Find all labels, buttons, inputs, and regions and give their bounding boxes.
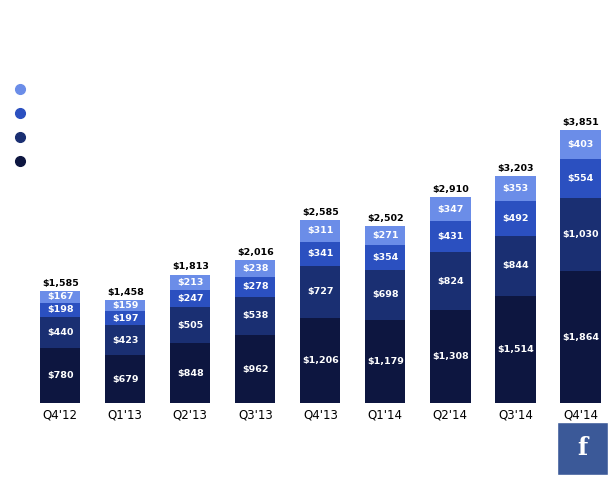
Text: $213: $213 bbox=[177, 277, 203, 287]
Text: $2,910: $2,910 bbox=[432, 185, 469, 193]
Text: $727: $727 bbox=[307, 288, 334, 296]
Text: $159: $159 bbox=[112, 301, 139, 310]
Bar bbox=[40, 317, 80, 348]
Text: $2,502: $2,502 bbox=[367, 214, 403, 223]
Bar bbox=[365, 320, 405, 403]
Text: f: f bbox=[578, 436, 588, 460]
Bar bbox=[105, 355, 145, 403]
Text: $824: $824 bbox=[437, 276, 464, 286]
Text: $1,458: $1,458 bbox=[107, 288, 144, 297]
Bar bbox=[561, 271, 601, 403]
Text: $440: $440 bbox=[47, 328, 73, 337]
Bar bbox=[235, 297, 275, 335]
Bar bbox=[495, 236, 535, 296]
Text: US & Canada: US & Canada bbox=[35, 156, 109, 166]
Bar bbox=[300, 242, 341, 266]
Text: $698: $698 bbox=[372, 290, 399, 300]
FancyBboxPatch shape bbox=[557, 421, 608, 475]
Text: $1,179: $1,179 bbox=[367, 357, 403, 366]
Text: $1,030: $1,030 bbox=[562, 230, 599, 239]
Text: $554: $554 bbox=[567, 174, 594, 183]
Text: $167: $167 bbox=[47, 292, 73, 301]
Text: Revenue by user geography is geographically apportioned based on our estimation : Revenue by user geography is geographica… bbox=[8, 427, 538, 449]
Text: $1,813: $1,813 bbox=[172, 263, 209, 271]
Bar bbox=[430, 311, 471, 403]
Bar bbox=[430, 252, 471, 311]
Text: $431: $431 bbox=[437, 232, 464, 241]
Text: Rest of World: Rest of World bbox=[35, 84, 110, 94]
Bar bbox=[235, 277, 275, 297]
Text: $844: $844 bbox=[502, 262, 529, 270]
Bar bbox=[430, 221, 471, 252]
Text: $538: $538 bbox=[242, 312, 269, 320]
Text: $423: $423 bbox=[112, 336, 139, 345]
Bar bbox=[365, 245, 405, 270]
Bar bbox=[365, 270, 405, 320]
Text: $1,864: $1,864 bbox=[562, 333, 599, 342]
Text: $3,203: $3,203 bbox=[497, 164, 533, 173]
Text: $1,585: $1,585 bbox=[42, 278, 79, 288]
Text: $1,206: $1,206 bbox=[302, 356, 339, 365]
Bar bbox=[170, 275, 211, 290]
Text: Asia-Pacific: Asia-Pacific bbox=[35, 108, 99, 118]
Text: $311: $311 bbox=[307, 227, 333, 235]
Text: Europe: Europe bbox=[35, 132, 75, 142]
Bar bbox=[300, 266, 341, 318]
Bar bbox=[561, 130, 601, 158]
Bar bbox=[105, 311, 145, 325]
Text: $1,514: $1,514 bbox=[497, 345, 533, 354]
Bar bbox=[170, 290, 211, 307]
Text: $3,851: $3,851 bbox=[562, 118, 599, 127]
Text: $1,308: $1,308 bbox=[432, 352, 469, 361]
Bar bbox=[235, 335, 275, 403]
Bar bbox=[300, 318, 341, 403]
Text: $679: $679 bbox=[112, 374, 139, 384]
Bar bbox=[495, 201, 535, 236]
Bar bbox=[561, 198, 601, 271]
Text: $271: $271 bbox=[372, 231, 399, 240]
Text: $2,016: $2,016 bbox=[237, 248, 274, 257]
Bar bbox=[365, 226, 405, 245]
Bar bbox=[40, 348, 80, 403]
Text: $848: $848 bbox=[177, 369, 204, 378]
Bar bbox=[40, 291, 80, 302]
Text: $238: $238 bbox=[242, 264, 269, 273]
Text: $198: $198 bbox=[47, 305, 73, 314]
Bar bbox=[105, 325, 145, 355]
Bar bbox=[495, 296, 535, 403]
Text: $403: $403 bbox=[567, 140, 594, 149]
Text: $278: $278 bbox=[242, 282, 269, 291]
Text: $962: $962 bbox=[242, 365, 269, 373]
Bar bbox=[105, 300, 145, 311]
Bar bbox=[495, 176, 535, 201]
Text: In Millions: In Millions bbox=[8, 52, 70, 65]
Bar bbox=[170, 343, 211, 403]
Text: $780: $780 bbox=[47, 371, 73, 380]
Text: $247: $247 bbox=[177, 294, 203, 303]
Bar bbox=[40, 302, 80, 317]
Bar bbox=[300, 220, 341, 242]
Text: $492: $492 bbox=[502, 214, 529, 223]
Text: 9: 9 bbox=[304, 462, 312, 472]
Bar bbox=[235, 260, 275, 277]
Text: $505: $505 bbox=[177, 321, 203, 330]
Bar bbox=[170, 307, 211, 343]
Text: $197: $197 bbox=[112, 313, 139, 323]
Bar bbox=[561, 158, 601, 198]
Text: $2,585: $2,585 bbox=[302, 208, 339, 216]
Text: $347: $347 bbox=[437, 204, 464, 214]
Text: $354: $354 bbox=[372, 253, 399, 262]
Text: $353: $353 bbox=[502, 184, 529, 193]
Text: $341: $341 bbox=[307, 250, 333, 259]
Text: Revenue by User Geography: Revenue by User Geography bbox=[8, 13, 431, 39]
Bar bbox=[430, 197, 471, 221]
